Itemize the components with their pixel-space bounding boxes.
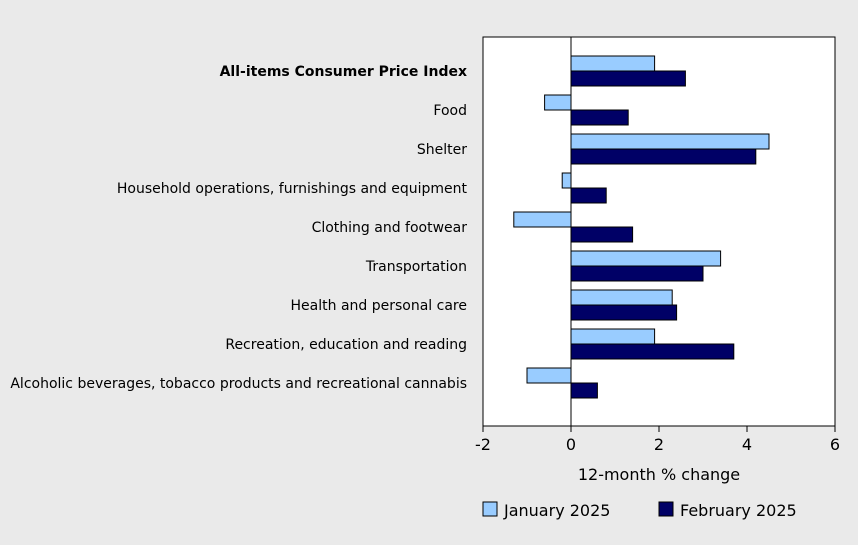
legend-label-february: February 2025 <box>680 501 797 520</box>
bars-layer <box>513 55 770 399</box>
category-label: All-items Consumer Price Index <box>220 64 467 80</box>
category-label: Recreation, education and reading <box>225 337 467 353</box>
legend-swatch-february <box>658 501 674 517</box>
x-axis-ticks: -2 0 2 4 6 <box>475 426 840 454</box>
category-label: Food <box>433 103 467 119</box>
bar-january-3 <box>561 172 572 189</box>
bar-february-3 <box>570 187 607 204</box>
legend: January 2025 February 2025 <box>482 501 797 520</box>
bar-february-6 <box>570 304 678 321</box>
x-axis-title: 12-month % change <box>578 465 740 484</box>
x-tick-label: 6 <box>830 435 840 454</box>
bar-february-8 <box>570 382 598 399</box>
x-tick-label: 2 <box>654 435 664 454</box>
x-tick-label: -2 <box>475 435 491 454</box>
category-label: Household operations, furnishings and eq… <box>117 181 468 197</box>
bar-january-6 <box>570 289 673 306</box>
bar-january-1 <box>544 94 572 111</box>
bar-february-5 <box>570 265 704 282</box>
legend-swatch-january <box>482 501 498 517</box>
bar-january-2 <box>570 133 770 150</box>
category-label: Alcoholic beverages, tobacco products an… <box>10 376 467 392</box>
bar-january-5 <box>570 250 722 267</box>
x-tick-label: 4 <box>742 435 752 454</box>
bar-january-0 <box>570 55 656 72</box>
bar-january-4 <box>513 211 572 228</box>
category-labels: All-items Consumer Price Index Food Shelte… <box>10 64 467 392</box>
bar-february-4 <box>570 226 634 243</box>
bar-february-1 <box>570 109 629 126</box>
bar-january-7 <box>570 328 656 345</box>
x-tick-label: 0 <box>566 435 576 454</box>
plot-area <box>482 36 836 427</box>
category-label: Shelter <box>417 142 467 158</box>
bar-january-8 <box>526 367 572 384</box>
legend-label-january: January 2025 <box>503 501 610 520</box>
bar-february-7 <box>570 343 735 360</box>
category-label: Clothing and footwear <box>312 220 468 236</box>
bar-february-0 <box>570 70 686 87</box>
bar-february-2 <box>570 148 757 165</box>
category-label: Health and personal care <box>291 298 467 314</box>
category-label: Transportation <box>365 259 467 275</box>
